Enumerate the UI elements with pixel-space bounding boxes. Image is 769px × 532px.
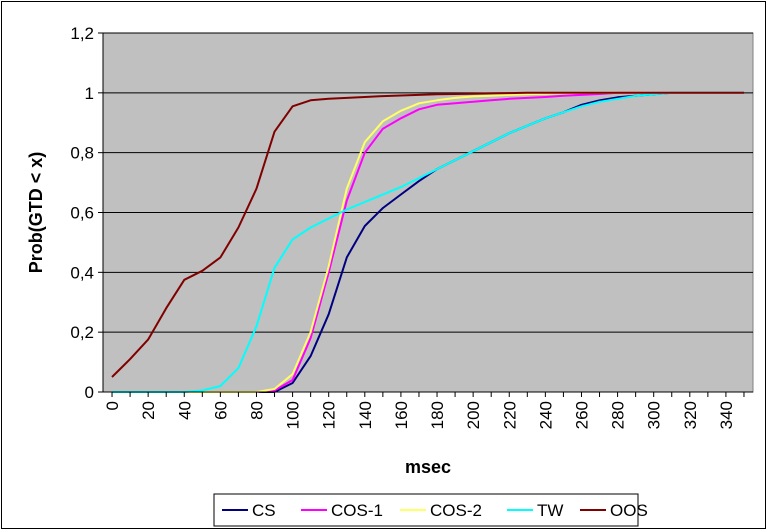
y-tick-label: 0,2 [70,323,94,342]
x-tick-label: 300 [645,401,664,429]
series-line-oos [111,91,744,378]
y-tick-label: 1 [85,84,94,103]
y-tick-label: 0 [85,383,94,402]
x-tick-label: 240 [536,401,555,429]
legend: CS COS-1 COS-2 TW OOS [213,493,648,527]
series-line-tw [112,91,744,393]
y-tick-label: 1,2 [70,24,94,43]
y-tick-label: 0,4 [70,263,94,282]
x-tick-label: 180 [428,401,447,429]
x-tick-label: 220 [500,401,519,429]
legend-label: CS [252,501,276,520]
x-tick-label: 200 [464,401,483,429]
x-tick-label: 260 [572,401,591,429]
x-tick-label: 100 [284,401,303,429]
x-tick-label: 20 [139,401,158,420]
legend-label: OOS [610,501,648,520]
x-tick-label: 280 [609,401,628,429]
legend-label: COS-2 [430,501,482,520]
y-tick-label: 0,8 [70,144,94,163]
x-tick-label: 340 [717,401,736,429]
x-tick-label: 0 [103,401,122,410]
x-axis-title: msec [405,457,451,477]
x-tick-label: 320 [681,401,700,429]
x-tick-label: 60 [211,401,230,420]
legend-label: TW [537,501,563,520]
y-axis-ticks: 0 0,2 0,4 0,6 0,8 1 1,2 [70,24,103,402]
y-axis-title: Prob(GTD < x) [26,152,46,274]
y-tick-label: 0,6 [70,204,94,223]
legend-label: COS-1 [331,501,383,520]
x-tick-label: 120 [320,401,339,429]
x-tick-label: 140 [356,401,375,429]
gridlines [103,32,753,333]
x-axis-ticks: 0 20 40 60 80 100 120 140 160 180 200 220 240 260 280 3… [103,392,745,429]
x-tick-label: 160 [392,401,411,429]
x-tick-label: 80 [247,401,266,420]
x-tick-label: 40 [175,401,194,420]
